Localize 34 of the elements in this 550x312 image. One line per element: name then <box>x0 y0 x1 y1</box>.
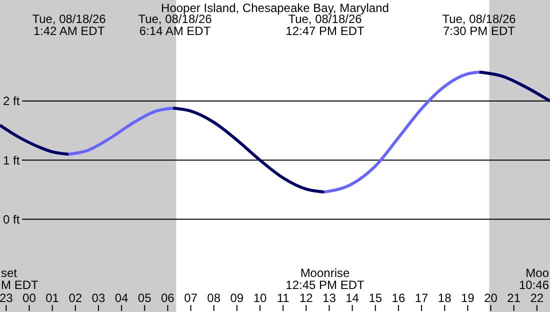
x-tick-label: 09 <box>230 291 244 305</box>
x-tick-label: 14 <box>346 291 360 305</box>
chart-title: Hooper Island, Chesapeake Bay, Maryland <box>161 1 389 15</box>
annotation: Moo 10:46 <box>518 266 550 292</box>
annotation: Moonrise 12:45 PM EDT <box>286 266 366 292</box>
annotation: Tue, 08/18/26 1:42 AM EDT <box>32 12 106 38</box>
annotation: Tue, 08/18/26 7:30 PM EDT <box>442 12 516 38</box>
x-tick-label: 00 <box>22 291 36 305</box>
x-tick-label: 01 <box>46 291 60 305</box>
y-tick-label: 0 ft <box>3 212 20 226</box>
x-tick-label: 23 <box>0 291 14 305</box>
x-tick-label: 03 <box>92 291 106 305</box>
x-tick-label: 11 <box>276 291 290 305</box>
x-tick-label: 08 <box>207 291 221 305</box>
x-tick-label: 05 <box>138 291 152 305</box>
annotation: set M EDT <box>1 266 39 292</box>
x-tick-label: 02 <box>68 291 82 305</box>
x-tick-label: 13 <box>322 291 336 305</box>
x-tick-label: 07 <box>184 291 198 305</box>
x-tick-label: 10 <box>253 291 267 305</box>
x-tick-label: 06 <box>161 291 175 305</box>
x-tick-label: 04 <box>114 291 129 305</box>
x-tick-label: 16 <box>392 291 406 305</box>
x-tick-label: 22 <box>530 291 544 305</box>
x-tick-label: 21 <box>507 291 521 305</box>
x-tick-label: 15 <box>368 291 382 305</box>
x-tick-label: 12 <box>299 291 314 305</box>
x-tick-label: 19 <box>461 291 475 305</box>
line-series <box>478 70 550 103</box>
x-tick-label: 20 <box>484 291 498 305</box>
x-tick-label: 18 <box>438 291 452 305</box>
y-tick-label: 1 ft <box>3 153 20 168</box>
x-tick-label: 17 <box>414 291 429 305</box>
y-tick-label: 2 ft <box>3 94 20 108</box>
